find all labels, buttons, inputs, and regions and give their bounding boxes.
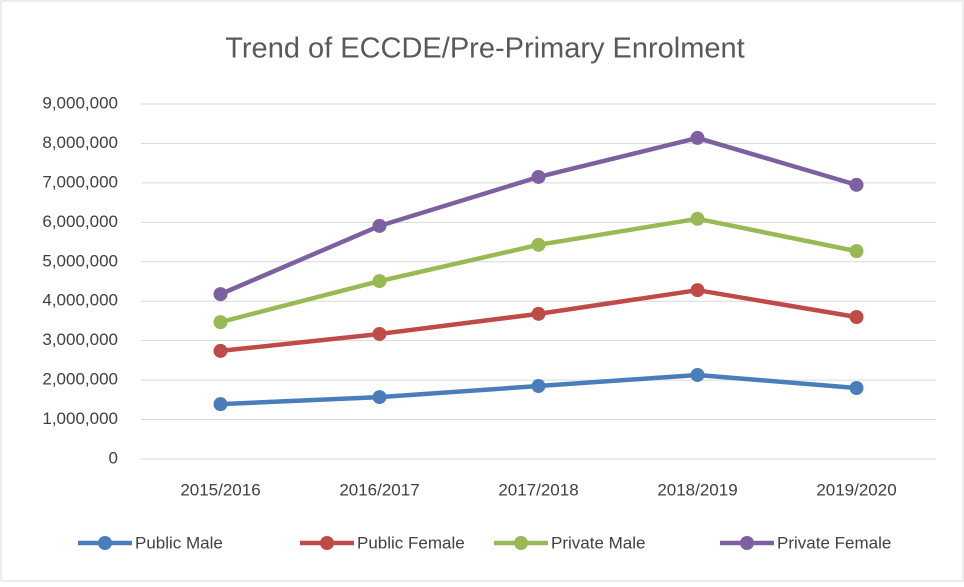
point (690, 367, 705, 382)
y-tick-label: 3,000,000 (42, 330, 118, 349)
point (690, 283, 705, 298)
legend-marker (514, 536, 528, 550)
point (531, 169, 546, 184)
y-tick-label: 5,000,000 (42, 251, 118, 270)
y-tick-label: 8,000,000 (42, 133, 118, 152)
legend-label: Public Female (357, 533, 465, 552)
x-tick-label: 2018/2019 (657, 480, 737, 499)
y-tick-label: 2,000,000 (42, 370, 118, 389)
x-tick-label: 2015/2016 (180, 480, 260, 499)
point (213, 397, 228, 412)
point (372, 326, 387, 341)
point (213, 343, 228, 358)
legend-marker (320, 536, 334, 550)
y-tick-label: 9,000,000 (42, 93, 118, 112)
point (213, 287, 228, 302)
legend-label: Private Female (777, 533, 891, 552)
x-tick-label: 2017/2018 (498, 480, 578, 499)
x-tick-label: 2019/2020 (816, 480, 896, 499)
chart-title: Trend of ECCDE/Pre-Primary Enrolment (225, 33, 744, 65)
point (849, 381, 864, 395)
point (372, 218, 387, 233)
legend-label: Private Male (551, 533, 645, 552)
point (213, 315, 228, 330)
legend-marker (98, 536, 112, 550)
y-tick-label: 0 (109, 448, 118, 467)
y-tick-label: 4,000,000 (42, 291, 118, 310)
point (690, 130, 705, 145)
point (531, 379, 546, 394)
point (372, 274, 387, 289)
point (372, 390, 387, 405)
x-tick-label: 2016/2017 (339, 480, 419, 499)
y-tick-label: 6,000,000 (42, 212, 118, 231)
y-tick-label: 7,000,000 (42, 172, 118, 191)
point (849, 177, 864, 192)
point (531, 237, 546, 252)
y-tick-label: 1,000,000 (42, 409, 118, 428)
point (849, 244, 864, 259)
point (531, 306, 546, 321)
legend-label: Public Male (135, 533, 223, 552)
legend-marker (740, 536, 754, 550)
point (849, 310, 864, 324)
point (690, 211, 705, 226)
